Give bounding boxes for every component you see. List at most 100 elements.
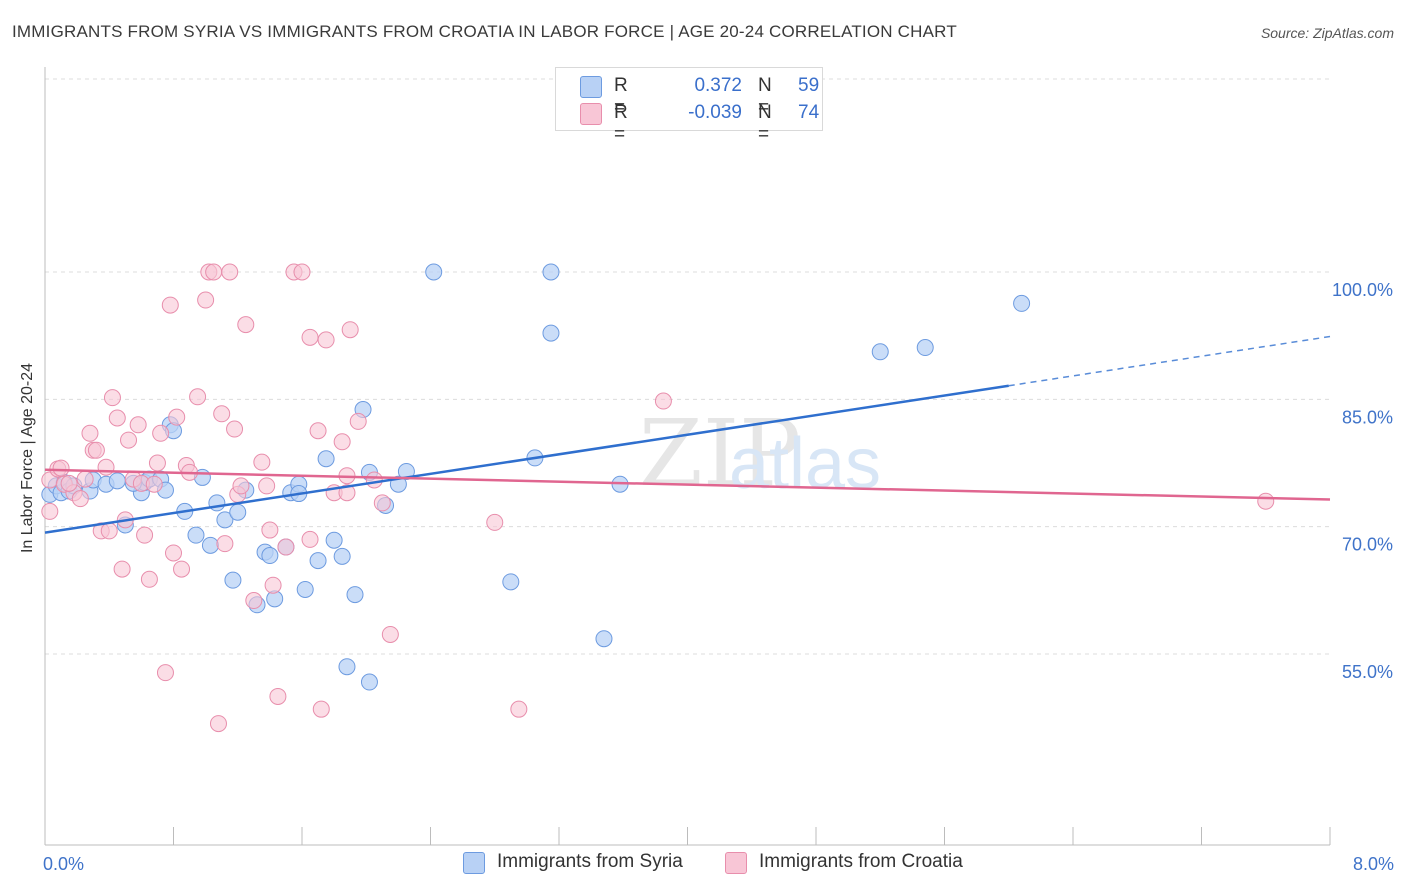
x-tick-label: 8.0% bbox=[1353, 854, 1394, 874]
syria-point bbox=[595, 630, 613, 648]
croatia-point bbox=[60, 474, 78, 492]
syria-point bbox=[229, 503, 247, 521]
n-label: N = bbox=[758, 75, 772, 118]
gridlines bbox=[45, 78, 1330, 655]
legend-label: Immigrants from Croatia bbox=[759, 851, 963, 872]
croatia-point bbox=[140, 570, 158, 588]
croatia-point bbox=[301, 328, 319, 346]
n-label: N = bbox=[758, 102, 772, 145]
croatia-point bbox=[333, 433, 351, 451]
croatia-point bbox=[341, 321, 359, 339]
chart-title: IMMIGRANTS FROM SYRIA VS IMMIGRANTS FROM… bbox=[12, 22, 957, 41]
croatia-point bbox=[264, 576, 282, 594]
y-tick-label: 55.0% bbox=[1342, 662, 1393, 682]
watermark-atlas: atlas bbox=[729, 424, 881, 504]
syria-point bbox=[224, 571, 242, 589]
legend-label: Immigrants from Syria bbox=[497, 851, 683, 872]
croatia-point bbox=[103, 389, 121, 407]
croatia-point bbox=[216, 535, 234, 553]
croatia-point bbox=[245, 592, 263, 610]
r-label: R = bbox=[614, 102, 628, 145]
croatia-point bbox=[87, 441, 105, 459]
source-label: Source: ZipAtlas.com bbox=[1260, 25, 1394, 41]
croatia-point bbox=[338, 484, 356, 502]
croatia-point bbox=[209, 715, 227, 733]
croatia-point bbox=[269, 687, 287, 705]
croatia-point bbox=[309, 422, 327, 440]
croatia-point bbox=[373, 494, 391, 512]
croatia-point bbox=[232, 477, 250, 495]
croatia-point bbox=[261, 521, 279, 539]
syria-point bbox=[542, 263, 560, 281]
croatia-point bbox=[165, 544, 182, 562]
r-value: -0.039 bbox=[688, 102, 742, 123]
croatia-point bbox=[120, 431, 138, 449]
croatia-point bbox=[312, 700, 330, 718]
syria-trend-line bbox=[44, 384, 1009, 534]
x-tick-label: 0.0% bbox=[43, 854, 84, 874]
syria-point bbox=[261, 547, 279, 565]
y-tick-label: 70.0% bbox=[1342, 535, 1393, 555]
croatia-point bbox=[253, 453, 271, 471]
croatia-point bbox=[277, 538, 295, 556]
croatia-point bbox=[293, 263, 311, 281]
croatia-point bbox=[381, 625, 399, 643]
croatia-point bbox=[152, 424, 170, 442]
croatia-point bbox=[113, 560, 131, 578]
syria-point bbox=[309, 552, 327, 570]
syria-point bbox=[502, 573, 520, 591]
r-value: 0.372 bbox=[694, 75, 742, 96]
croatia-trend-line bbox=[44, 468, 1331, 501]
croatia-point bbox=[258, 477, 276, 495]
croatia-point bbox=[510, 700, 528, 718]
syria-point bbox=[216, 511, 234, 529]
y-tick-label: 100.0% bbox=[1332, 280, 1393, 300]
syria-trend-extension bbox=[1008, 335, 1331, 387]
syria-point bbox=[296, 580, 314, 598]
n-value: 74 bbox=[798, 102, 820, 123]
croatia-point bbox=[156, 664, 174, 682]
syria-point bbox=[397, 462, 415, 480]
syria-point bbox=[1013, 294, 1031, 312]
y-tick-label: 85.0% bbox=[1342, 407, 1393, 427]
croatia-point bbox=[100, 522, 118, 540]
croatia-point bbox=[654, 392, 672, 410]
croatia-swatch bbox=[725, 852, 747, 874]
syria-point bbox=[325, 531, 343, 549]
croatia-point bbox=[129, 416, 147, 434]
croatia-points bbox=[41, 263, 1275, 733]
n-value: 59 bbox=[798, 75, 820, 96]
croatia-point bbox=[189, 388, 207, 406]
syria-point bbox=[317, 450, 335, 468]
croatia-point bbox=[97, 458, 115, 476]
syria-swatch bbox=[463, 852, 485, 874]
syria-point bbox=[108, 472, 126, 490]
syria-point bbox=[338, 658, 356, 676]
correlation-legend: R = 0.372 N = 59 R = -0.039 N = 74 bbox=[555, 67, 823, 145]
croatia-point bbox=[213, 405, 231, 423]
syria-point bbox=[201, 536, 219, 554]
syria-swatch bbox=[580, 76, 602, 98]
syria-point bbox=[871, 343, 889, 361]
syria-point bbox=[360, 673, 378, 691]
syria-point bbox=[542, 324, 560, 342]
croatia-point bbox=[81, 424, 99, 442]
croatia-point bbox=[205, 263, 223, 281]
syria-point bbox=[333, 547, 351, 565]
croatia-point bbox=[365, 471, 383, 489]
croatia-point bbox=[1257, 492, 1275, 510]
croatia-point bbox=[301, 530, 319, 548]
r-label: R = bbox=[614, 75, 628, 118]
syria-point bbox=[916, 339, 934, 357]
croatia-point bbox=[136, 526, 154, 544]
croatia-point bbox=[486, 513, 504, 531]
syria-point bbox=[425, 263, 443, 281]
croatia-point bbox=[317, 331, 335, 349]
axes bbox=[44, 67, 1331, 846]
croatia-point bbox=[221, 263, 239, 281]
syria-point bbox=[187, 526, 205, 544]
croatia-point bbox=[237, 316, 255, 334]
croatia-point bbox=[349, 412, 367, 430]
croatia-point bbox=[168, 408, 186, 426]
